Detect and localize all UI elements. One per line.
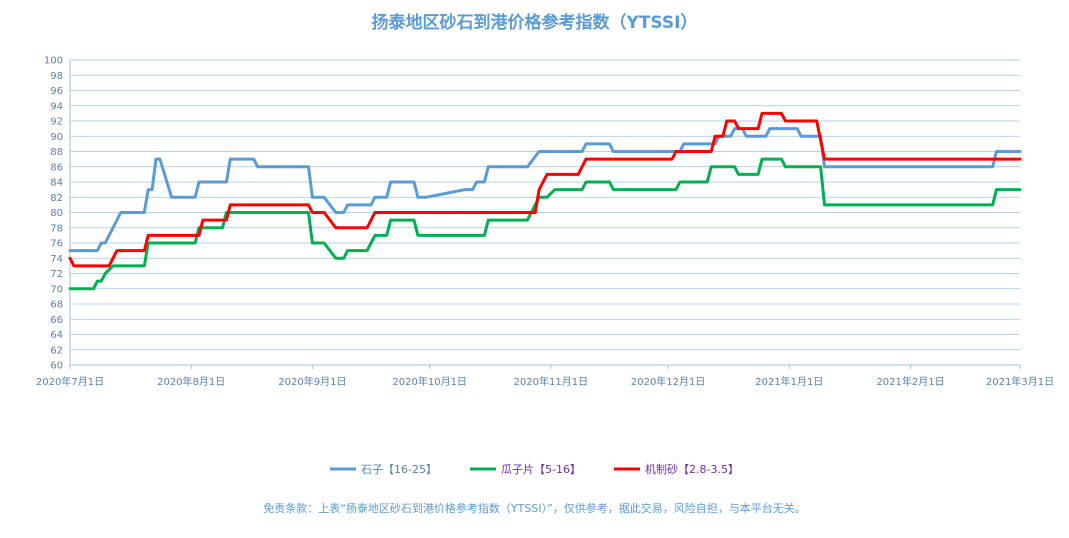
series-line [68,157,1022,291]
x-tick-label: 2020年11月1日 [514,375,589,388]
y-tick-label: 64 [50,330,63,341]
x-tick-label: 2020年7月1日 [36,375,104,388]
legend-label: 瓜子片【5-16】 [501,463,581,476]
series-line [68,111,1022,268]
legend-label: 机制砂【2.8-3.5】 [645,462,739,476]
y-tick-label: 98 [50,71,63,82]
y-tick-label: 68 [50,300,63,311]
y-tick-label: 76 [50,239,63,250]
x-tick-label: 2021年1月1日 [755,375,823,388]
y-tick-label: 74 [50,254,63,265]
y-tick-label: 72 [50,269,63,280]
y-tick-label: 60 [50,361,63,372]
y-tick-label: 90 [50,132,63,143]
chart-title: 扬泰地区砂石到港价格参考指数（YTSSI） [371,13,698,33]
x-tick-label: 2020年8月1日 [157,375,225,388]
series-layer [68,111,1022,291]
y-tick-label: 86 [50,162,63,173]
y-tick-label: 96 [50,86,63,97]
x-tick-label: 2021年2月1日 [876,375,944,388]
y-tick-label: 88 [50,147,63,158]
y-tick-label: 70 [50,284,63,295]
series-line [68,127,1022,253]
legend: 石子【16-25】 瓜子片【5-16】 机制砂【2.8-3.5】 [330,462,739,476]
y-tick-label: 62 [50,345,63,356]
y-tick-label: 78 [50,223,63,234]
x-tick-label: 2020年12月1日 [631,375,706,388]
y-tick-label: 80 [50,208,63,219]
x-tick-label: 2020年10月1日 [392,375,467,388]
y-tick-label: 94 [50,101,63,112]
grid [70,59,1020,366]
x-tick-label: 2021年3月1日 [986,375,1054,388]
y-tick-label: 66 [50,315,63,326]
y-tick-label: 92 [50,117,63,128]
y-tick-label: 82 [50,193,63,204]
y-tick-label: 100 [44,56,63,67]
legend-label: 石子【16-25】 [361,463,437,476]
axes: 60 62 64 66 68 70 72 74 76 78 80 82 84 86 88 90 92 94 96 98… [36,56,1054,389]
y-tick-label: 84 [50,178,63,189]
disclaimer-text: 免责条款：上表“扬泰地区砂石到港价格参考指数（YTSSI）”，仅供参考，据此交易… [263,502,806,515]
x-tick-label: 2020年9月1日 [278,375,346,388]
